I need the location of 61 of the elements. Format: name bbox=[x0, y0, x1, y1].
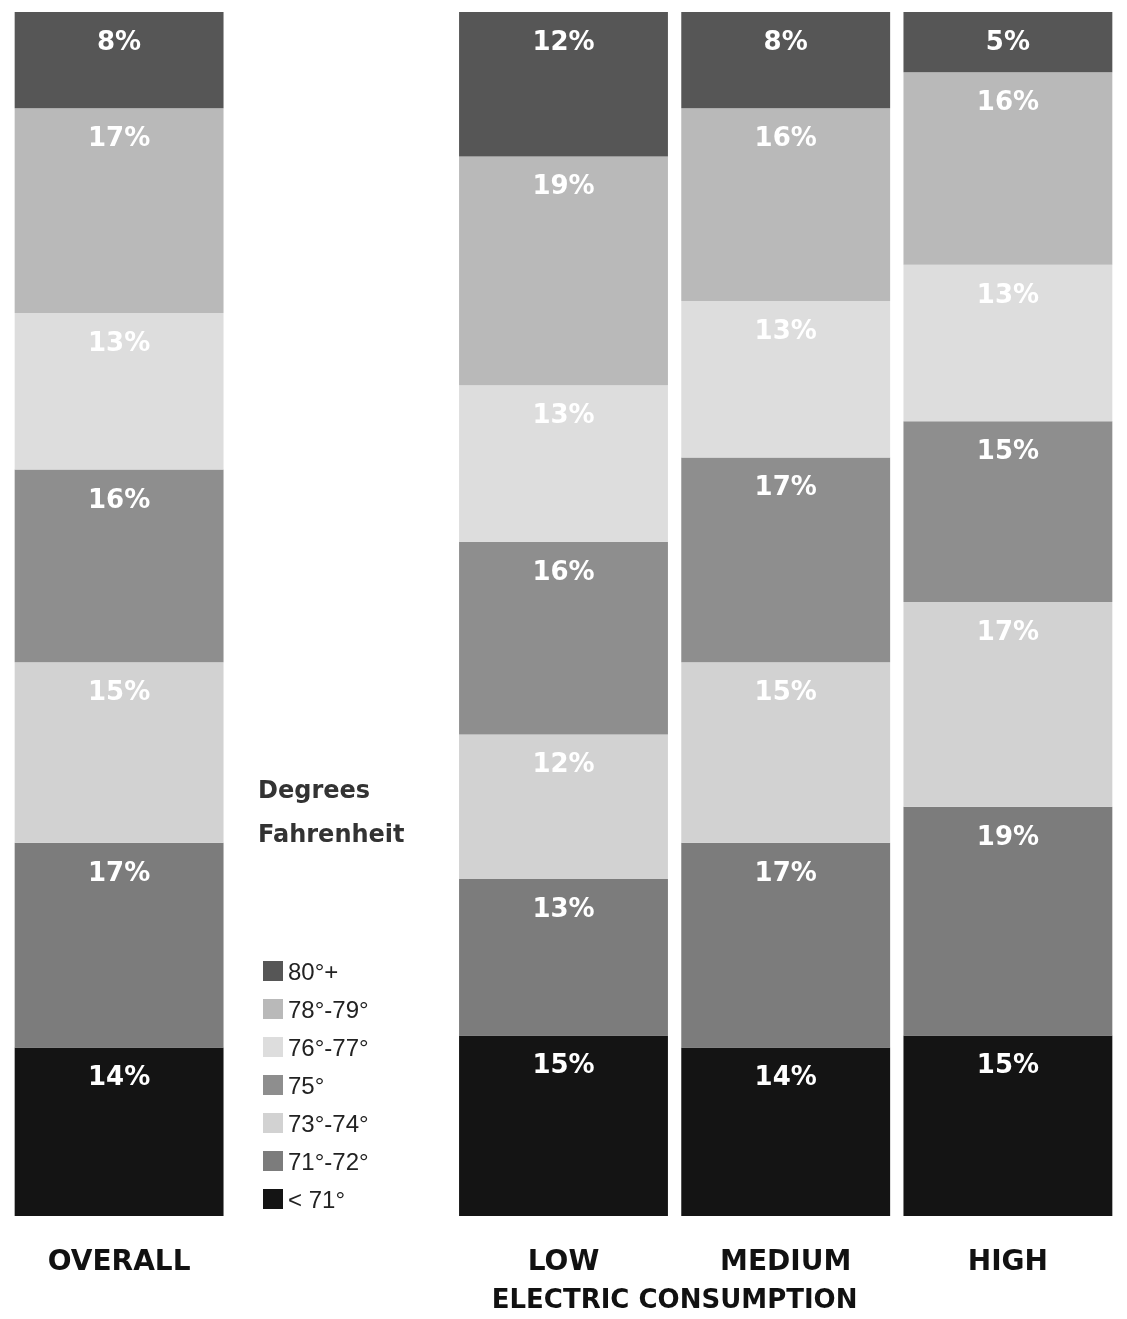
legend-title: Degrees Fahrenheit bbox=[258, 776, 405, 848]
bar bbox=[903, 806, 1113, 1036]
data-label: 15% bbox=[532, 1049, 595, 1080]
bar bbox=[681, 300, 891, 458]
data-label: 16% bbox=[532, 555, 595, 586]
legend-label: < 71° bbox=[288, 1185, 345, 1213]
x-axis-title: ELECTRIC CONSUMPTION bbox=[491, 1284, 858, 1314]
bar bbox=[681, 662, 891, 843]
bar bbox=[903, 421, 1113, 602]
bar bbox=[459, 541, 668, 735]
data-label: 16% bbox=[87, 483, 151, 514]
data-label: 17% bbox=[87, 122, 151, 153]
data-label: 5% bbox=[985, 26, 1030, 56]
bar bbox=[459, 878, 668, 1036]
data-label: 13% bbox=[532, 892, 595, 923]
legend-label: 78°-79° bbox=[288, 995, 369, 1023]
bar bbox=[459, 156, 668, 386]
legend-label: 76°-77° bbox=[288, 1033, 369, 1061]
bar bbox=[903, 72, 1113, 265]
legend-label: 71°-72° bbox=[288, 1147, 369, 1175]
bar bbox=[903, 264, 1113, 422]
data-label: 17% bbox=[754, 471, 817, 502]
data-label: 19% bbox=[976, 820, 1040, 851]
legend-label: 80°+ bbox=[288, 957, 339, 985]
bar bbox=[903, 12, 1113, 73]
bar bbox=[459, 1035, 668, 1216]
x-tick-label: OVERALL bbox=[47, 1243, 191, 1277]
bar bbox=[14, 469, 224, 663]
bar bbox=[459, 734, 668, 879]
bar bbox=[14, 842, 224, 1048]
bar bbox=[459, 385, 668, 542]
bar bbox=[14, 313, 224, 470]
bar bbox=[681, 457, 891, 663]
bar bbox=[14, 12, 224, 109]
bar bbox=[14, 1047, 224, 1216]
bar bbox=[14, 108, 224, 313]
data-label: 8% bbox=[97, 26, 142, 56]
data-label: 15% bbox=[976, 1049, 1040, 1080]
data-label: 16% bbox=[976, 86, 1040, 117]
bar bbox=[459, 12, 668, 157]
data-label: 17% bbox=[754, 856, 817, 887]
data-label: 12% bbox=[532, 26, 595, 56]
data-label: 16% bbox=[754, 122, 817, 153]
bar bbox=[681, 108, 891, 301]
data-label: 15% bbox=[976, 435, 1040, 466]
x-tick-label: LOW bbox=[527, 1243, 600, 1277]
bar bbox=[681, 1047, 891, 1216]
bar bbox=[903, 601, 1113, 807]
bar bbox=[681, 12, 891, 109]
bar bbox=[903, 1035, 1113, 1216]
legend-label: 75° bbox=[288, 1071, 325, 1099]
x-tick-label: HIGH bbox=[967, 1243, 1049, 1277]
data-label: 8% bbox=[763, 26, 808, 56]
bar bbox=[14, 662, 224, 843]
legend-label: 73°-74° bbox=[288, 1109, 369, 1137]
data-label: 14% bbox=[754, 1061, 817, 1092]
x-tick-label: MEDIUM bbox=[720, 1243, 852, 1277]
data-label: 17% bbox=[87, 856, 151, 887]
data-label: 19% bbox=[532, 170, 595, 201]
data-label: 14% bbox=[87, 1061, 151, 1092]
bar bbox=[681, 842, 891, 1048]
